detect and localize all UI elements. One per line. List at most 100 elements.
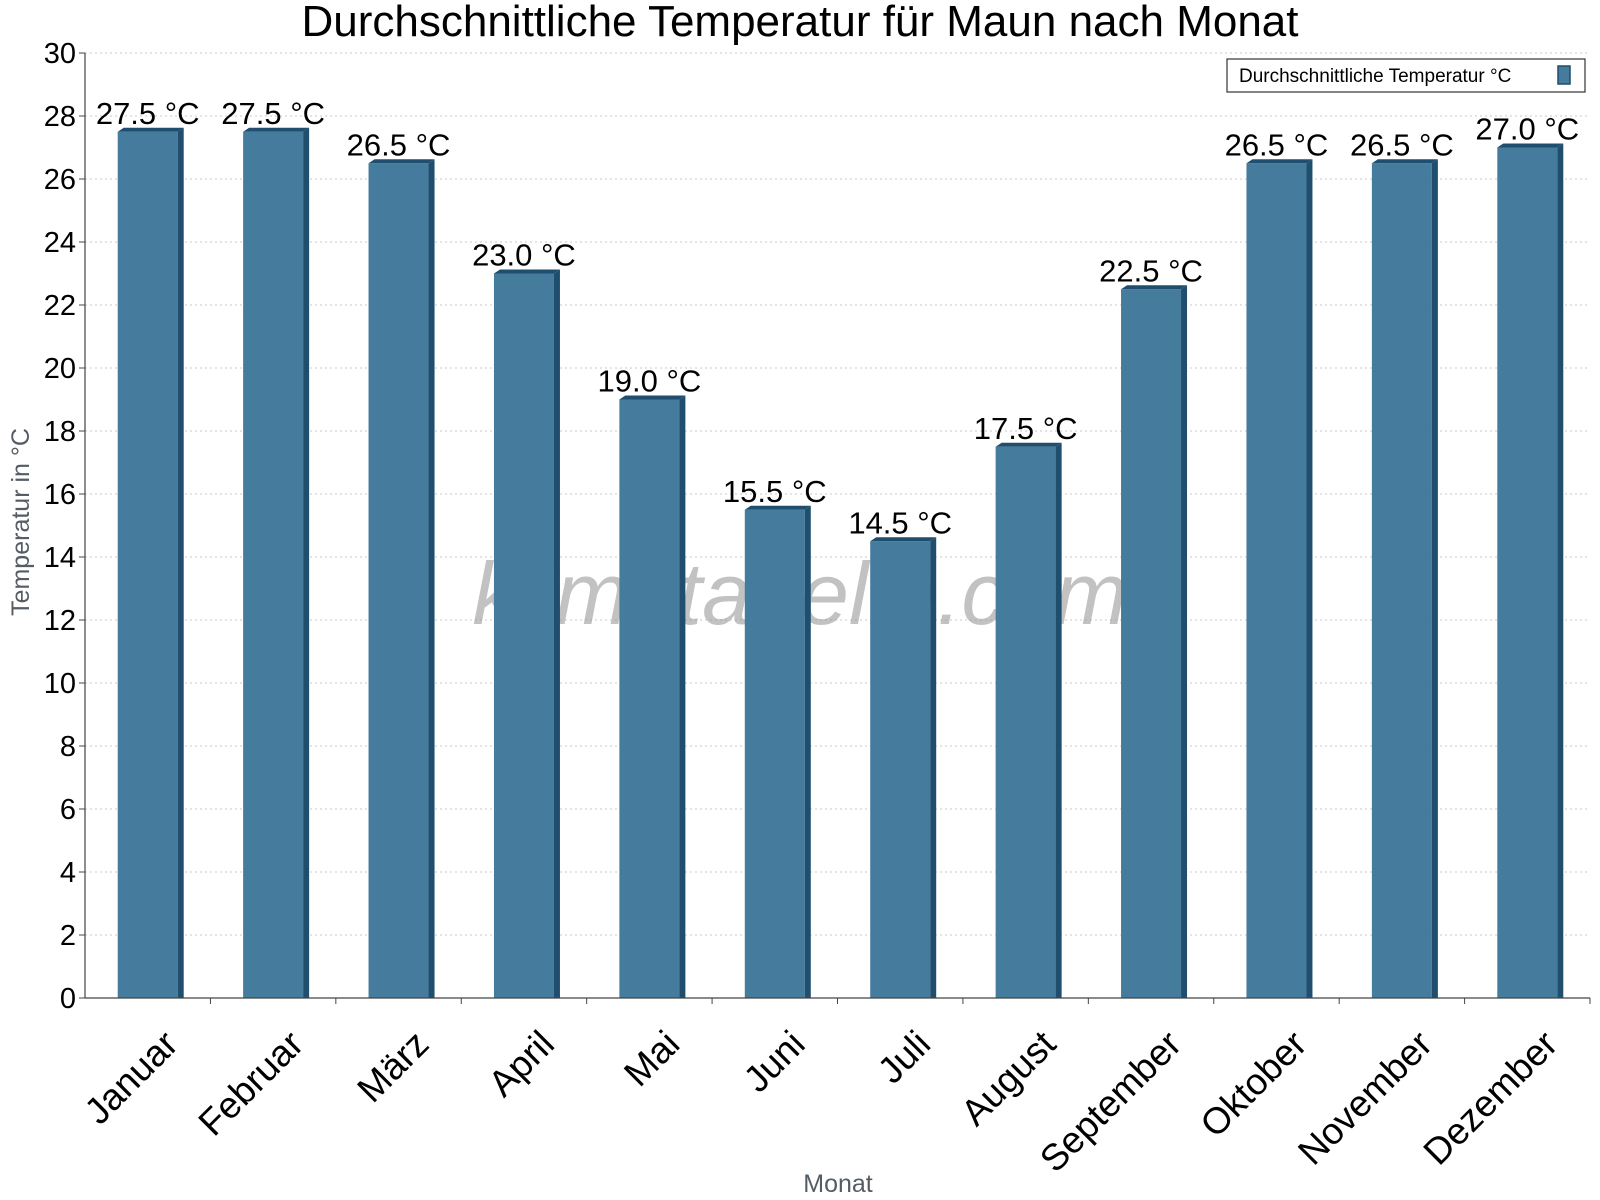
- bar: [744, 505, 811, 998]
- bar-top: [870, 537, 937, 542]
- grid-lines: [85, 52, 1590, 936]
- legend-label: Durchschnittliche Temperatur °C: [1239, 66, 1511, 87]
- y-tick-label: 12: [44, 605, 76, 637]
- data-label: 15.5 °C: [723, 474, 827, 509]
- bar-side: [303, 127, 310, 998]
- y-tick-label: 20: [44, 353, 76, 385]
- y-tick-label: 10: [44, 668, 76, 700]
- data-label: 26.5 °C: [1225, 127, 1329, 162]
- legend: Durchschnittliche Temperatur °C: [1226, 58, 1586, 93]
- bar-side: [679, 395, 686, 998]
- bar-side: [428, 159, 435, 998]
- x-tick-labels: Januar Februar März April Mai Juni Juli AugustS…: [77, 1022, 1566, 1179]
- bar-side: [804, 505, 811, 998]
- x-tick-label: Januar: [77, 1023, 186, 1132]
- bar-top: [368, 159, 435, 164]
- data-label: 26.5 °C: [1350, 127, 1454, 162]
- data-labels: 27.5 °C 27.5 °C 26.5 °C 23.0 °C 19.0 °C 15.5 …: [96, 96, 1579, 541]
- y-tick-label: 30: [44, 38, 76, 70]
- x-tick-label: Juli: [870, 1023, 938, 1091]
- bar: [1497, 143, 1564, 998]
- x-tick-label: Oktober: [1192, 1023, 1314, 1145]
- bar-face: [117, 131, 178, 998]
- data-label: 17.5 °C: [974, 411, 1078, 446]
- x-axis-title: Monat: [803, 1170, 873, 1198]
- x-tick-label: November: [1290, 1023, 1440, 1173]
- bar-top: [995, 442, 1062, 447]
- y-tick-label: 18: [44, 416, 76, 448]
- bar-face: [493, 273, 554, 998]
- y-tick-label: 28: [44, 101, 76, 133]
- bar-side: [1055, 442, 1062, 998]
- y-tick-label: 2: [60, 920, 76, 952]
- x-tick-label: Dezember: [1416, 1023, 1566, 1173]
- bar-top: [744, 505, 811, 510]
- bar-face: [870, 541, 931, 998]
- y-tick-label: 8: [60, 731, 76, 763]
- x-tick-label: April: [481, 1023, 562, 1104]
- bar-side: [1431, 159, 1438, 998]
- bars: [117, 127, 1564, 998]
- x-tick-label: März: [349, 1023, 436, 1110]
- data-label: 14.5 °C: [848, 505, 952, 540]
- y-axis-title: Temperatur in °C: [7, 428, 35, 616]
- axes: [79, 52, 1591, 1004]
- bar-face: [995, 446, 1056, 998]
- x-tick-label: Juni: [736, 1023, 813, 1100]
- bar-top: [1497, 143, 1564, 148]
- data-label: 27.5 °C: [96, 96, 200, 131]
- x-tick-label: Mai: [616, 1023, 687, 1094]
- bar: [995, 442, 1062, 998]
- bar-top: [619, 395, 686, 400]
- bar-side: [1557, 143, 1564, 998]
- y-tick-label: 6: [60, 794, 76, 826]
- bar-side: [930, 537, 937, 998]
- y-tick-label: 22: [44, 290, 76, 322]
- bar-top: [493, 269, 560, 274]
- y-tick-label: 24: [44, 227, 76, 259]
- bar-side: [553, 269, 560, 998]
- y-tick-label: 16: [44, 479, 76, 511]
- bar: [493, 269, 560, 998]
- bar-side: [177, 127, 184, 998]
- bar: [619, 395, 686, 998]
- y-tick-label: 26: [44, 164, 76, 196]
- data-label: 19.0 °C: [598, 364, 702, 399]
- legend-swatch: [1557, 65, 1571, 85]
- y-tick-label: 0: [60, 983, 76, 1015]
- bar: [1246, 159, 1313, 998]
- bar-face: [368, 163, 429, 998]
- data-label: 22.5 °C: [1099, 253, 1203, 288]
- bar-face: [1497, 147, 1558, 998]
- bar-side: [1181, 285, 1188, 998]
- data-label: 26.5 °C: [347, 127, 451, 162]
- bar-top: [1246, 159, 1313, 164]
- data-label: 27.5 °C: [221, 96, 325, 131]
- bar-face: [1246, 163, 1307, 998]
- bar: [870, 537, 937, 998]
- bar-top: [1371, 159, 1438, 164]
- x-tick-label: Februar: [190, 1023, 311, 1144]
- bar-face: [744, 509, 805, 998]
- bar: [368, 159, 435, 998]
- bar: [1121, 285, 1188, 998]
- legend-box: [1226, 58, 1586, 93]
- bar-face: [243, 131, 304, 998]
- bar-face: [1121, 289, 1182, 998]
- bar-face: [619, 399, 680, 998]
- data-label: 27.0 °C: [1475, 112, 1579, 147]
- data-label: 23.0 °C: [472, 238, 576, 273]
- bar-face: [1371, 163, 1432, 998]
- y-tick-label: 4: [60, 857, 76, 889]
- bar-side: [1306, 159, 1313, 998]
- x-tick-label: August: [953, 1022, 1064, 1133]
- bar-top: [243, 127, 310, 132]
- chart-title: Durchschnittliche Temperatur für Maun na…: [301, 0, 1298, 46]
- bar: [117, 127, 184, 998]
- bar-top: [1121, 285, 1188, 290]
- bar: [1371, 159, 1438, 998]
- bar-top: [117, 127, 184, 132]
- y-tick-label: 14: [44, 542, 76, 574]
